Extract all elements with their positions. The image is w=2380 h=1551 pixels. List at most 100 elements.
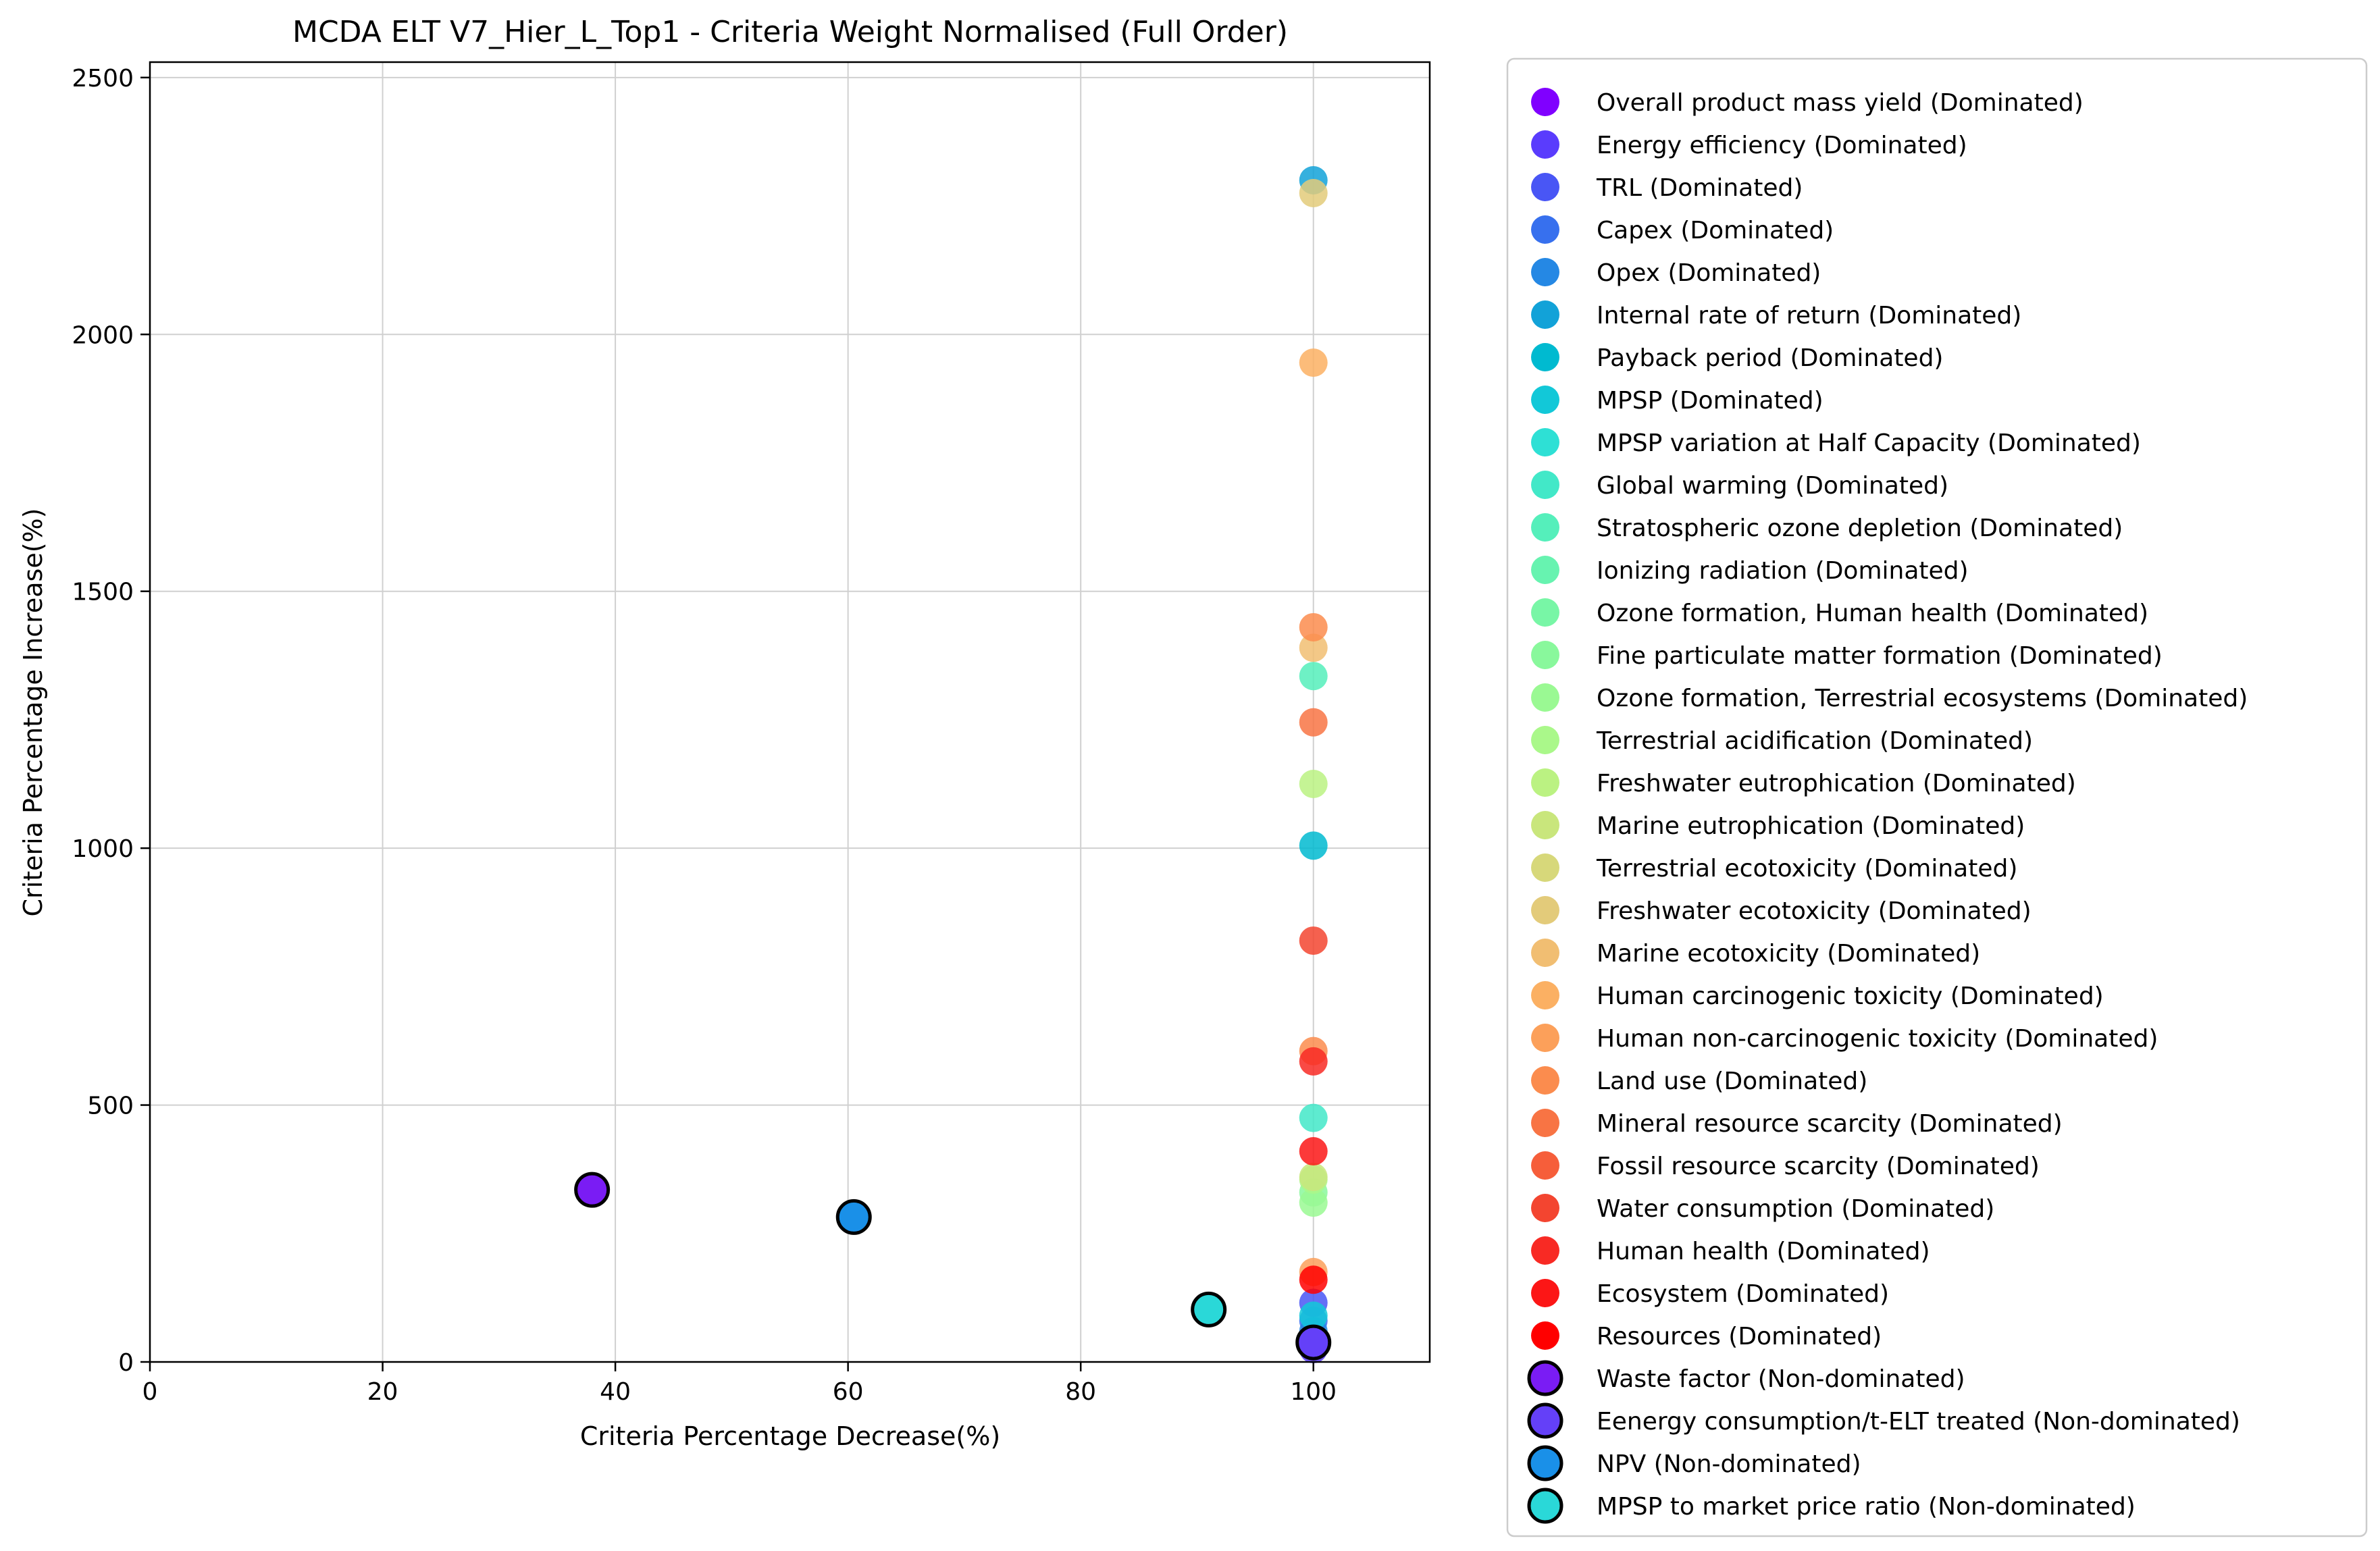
legend-label: MPSP (Dominated) xyxy=(1597,387,1823,415)
legend-marker xyxy=(1531,1279,1559,1307)
legend-marker xyxy=(1531,1024,1559,1052)
y-axis-label: Criteria Percentage Increase(%) xyxy=(18,508,48,917)
legend-label: Internal rate of return (Dominated) xyxy=(1597,302,2021,330)
legend-label: Water consumption (Dominated) xyxy=(1597,1195,1994,1223)
dominated-point xyxy=(1299,612,1328,641)
legend-marker xyxy=(1531,471,1559,499)
legend-label: Marine ecotoxicity (Dominated) xyxy=(1597,940,1980,968)
legend-label: Mineral resource scarcity (Dominated) xyxy=(1597,1110,2063,1138)
legend-marker xyxy=(1531,768,1559,797)
legend-marker xyxy=(1531,726,1559,754)
legend-label: Fine particulate matter formation (Domin… xyxy=(1597,642,2163,670)
legend-marker xyxy=(1531,386,1559,414)
dominated-point xyxy=(1299,1301,1328,1330)
legend-label: Capex (Dominated) xyxy=(1597,217,1834,244)
dominated-point xyxy=(1299,1137,1328,1166)
legend-marker xyxy=(1527,1445,1563,1481)
legend-marker xyxy=(1531,1321,1559,1350)
legend: Overall product mass yield (Dominated) En… xyxy=(1506,57,2368,1537)
legend-label: Opex (Dominated) xyxy=(1597,259,1821,287)
y-tick-label: 2000 xyxy=(72,321,134,349)
legend-label: MPSP variation at Half Capacity (Dominat… xyxy=(1597,429,2141,457)
legend-label: Marine eutrophication (Dominated) xyxy=(1597,812,2025,840)
legend-marker xyxy=(1527,1360,1563,1396)
legend-marker xyxy=(1531,428,1559,456)
y-tick-label: 500 xyxy=(87,1093,134,1120)
legend-marker xyxy=(1531,1066,1559,1095)
legend-marker xyxy=(1531,343,1559,371)
legend-marker xyxy=(1531,853,1559,882)
legend-marker xyxy=(1531,556,1559,584)
grid xyxy=(149,62,1430,1363)
dominated-point xyxy=(1299,1103,1328,1132)
dominated-point xyxy=(1299,1188,1328,1217)
legend-label: Overall product mass yield (Dominated) xyxy=(1597,89,2084,117)
legend-label: Terrestrial ecotoxicity (Dominated) xyxy=(1596,855,2017,883)
legend-marker xyxy=(1531,1194,1559,1222)
dominated-point xyxy=(1299,1163,1328,1192)
legend-label: Stratospheric ozone depletion (Dominated… xyxy=(1597,515,2123,542)
dominated-point xyxy=(1299,179,1328,208)
dominated-point xyxy=(1299,708,1328,737)
legend-label: Payback period (Dominated) xyxy=(1597,344,1943,372)
dominated-point xyxy=(1299,831,1328,860)
legend-label: Freshwater ecotoxicity (Dominated) xyxy=(1597,897,2032,925)
legend-label: Human non-carcinogenic toxicity (Dominat… xyxy=(1597,1025,2158,1053)
legend-marker xyxy=(1531,598,1559,627)
dominated-point xyxy=(1299,633,1328,662)
legend-marker xyxy=(1531,513,1559,542)
dominated-point xyxy=(1299,926,1328,955)
legend-marker xyxy=(1531,215,1559,244)
legend-marker xyxy=(1527,1488,1563,1524)
legend-label: TRL (Dominated) xyxy=(1596,174,1803,202)
non-dominated-point xyxy=(574,1172,611,1208)
y-tick-label: 1000 xyxy=(72,835,134,863)
legend-marker xyxy=(1531,300,1559,329)
legend-label: Ecosystem (Dominated) xyxy=(1597,1280,1889,1308)
legend-marker xyxy=(1531,1236,1559,1265)
legend-label: Waste factor (Non-dominated) xyxy=(1597,1365,1965,1393)
legend-marker xyxy=(1531,981,1559,1009)
plot-frame xyxy=(149,61,1431,1363)
legend-label: Global warming (Dominated) xyxy=(1597,472,1948,500)
legend-frame xyxy=(1506,57,2368,1537)
non-dominated-point xyxy=(1295,1324,1332,1361)
x-tick-label: 100 xyxy=(1290,1378,1337,1406)
data-points xyxy=(574,166,1332,1363)
legend-marker xyxy=(1531,683,1559,712)
legend-marker xyxy=(1531,641,1559,669)
legend-marker xyxy=(1527,1402,1563,1439)
legend-label: NPV (Non-dominated) xyxy=(1597,1450,1861,1478)
dominated-point xyxy=(1299,1265,1328,1294)
dominated-point xyxy=(1299,1047,1328,1076)
legend-label: Ionizing radiation (Dominated) xyxy=(1597,557,1969,585)
y-tick-label: 1500 xyxy=(72,579,134,606)
legend-marker xyxy=(1531,258,1559,286)
legend-label: Human carcinogenic toxicity (Dominated) xyxy=(1597,982,2104,1010)
x-tick-label: 20 xyxy=(367,1378,398,1406)
legend-label: Eenergy consumption/t-ELT treated (Non-d… xyxy=(1597,1408,2240,1436)
non-dominated-point xyxy=(1191,1291,1227,1327)
x-tick-label: 40 xyxy=(600,1378,631,1406)
x-tick-label: 60 xyxy=(833,1378,864,1406)
legend-label: Resources (Dominated) xyxy=(1597,1323,1882,1350)
legend-marker xyxy=(1531,88,1559,116)
legend-label: Fossil resource scarcity (Dominated) xyxy=(1597,1153,2040,1180)
legend-marker xyxy=(1531,1109,1559,1137)
legend-marker xyxy=(1531,1151,1559,1180)
legend-marker xyxy=(1531,896,1559,924)
legend-label: Land use (Dominated) xyxy=(1597,1068,1867,1095)
non-dominated-point xyxy=(835,1199,872,1235)
dominated-point xyxy=(1299,662,1328,691)
x-tick-label: 0 xyxy=(143,1378,158,1406)
legend-marker xyxy=(1531,173,1559,201)
legend-marker xyxy=(1531,130,1559,159)
legend-label: Terrestrial acidification (Dominated) xyxy=(1596,727,2033,755)
x-tick-label: 80 xyxy=(1065,1378,1096,1406)
dominated-point xyxy=(1299,348,1328,377)
legend-label: Freshwater eutrophication (Dominated) xyxy=(1597,770,2076,797)
dominated-point xyxy=(1299,770,1328,799)
legend-marker xyxy=(1531,811,1559,839)
